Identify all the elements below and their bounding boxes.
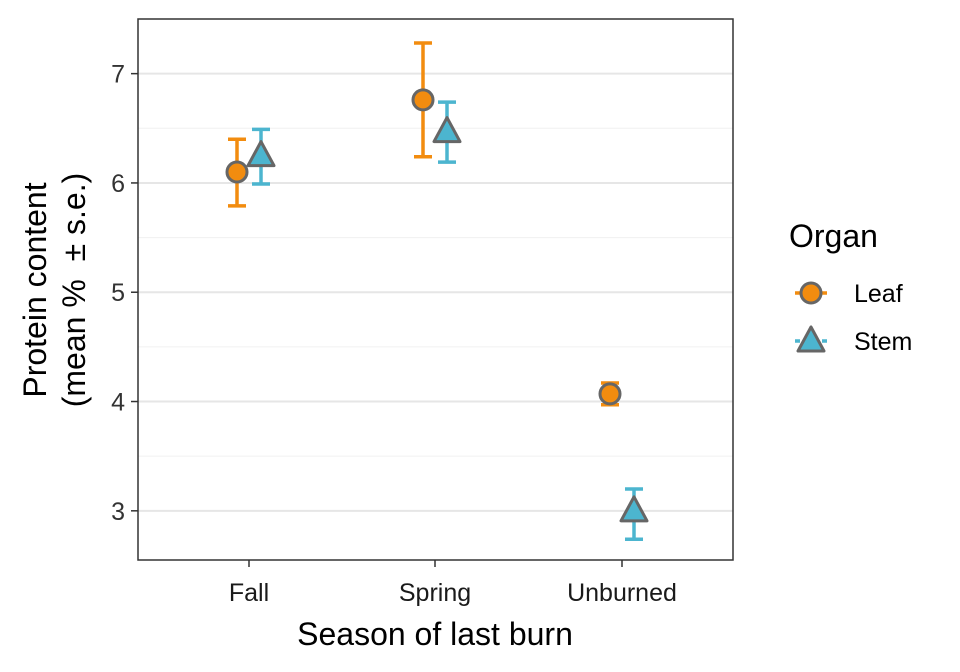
y-tick-label: 7 [111, 61, 125, 89]
series-stem [246, 100, 649, 541]
legend-title: Organ [789, 218, 878, 254]
y-tick-label: 3 [111, 498, 125, 526]
y-tick-label: 5 [111, 279, 125, 307]
y-axis-title-line1: Protein content [17, 182, 53, 397]
data-point [246, 140, 276, 168]
y-axis: 3 4 5 6 7 [111, 61, 138, 526]
legend-label: Stem [854, 328, 912, 356]
legend: Organ Leaf Stem [789, 218, 912, 356]
data-point [432, 116, 462, 144]
data-point [598, 382, 622, 406]
legend-items: Leaf Stem [795, 280, 912, 356]
x-tick-label: Unburned [567, 579, 677, 607]
y-tick-label: 6 [111, 170, 125, 198]
series-leaf [225, 41, 622, 407]
x-tick-label: Spring [399, 579, 471, 607]
legend-item-stem: Stem [795, 325, 912, 356]
legend-label: Leaf [854, 280, 903, 308]
x-axis-title: Season of last burn [297, 616, 573, 652]
y-tick-label: 4 [111, 389, 125, 417]
data-point [225, 160, 249, 184]
data-point [411, 88, 435, 112]
plot-panel-border [137, 18, 734, 561]
x-axis: Fall Spring Unburned [229, 560, 677, 607]
legend-item-leaf: Leaf [795, 280, 903, 308]
series [225, 41, 649, 541]
data-point [619, 495, 649, 523]
legend-key-marker [799, 281, 823, 305]
x-tick-label: Fall [229, 579, 269, 607]
y-axis-title-line2: (mean % ± s.e.) [56, 173, 92, 408]
legend-key-marker [796, 325, 826, 353]
